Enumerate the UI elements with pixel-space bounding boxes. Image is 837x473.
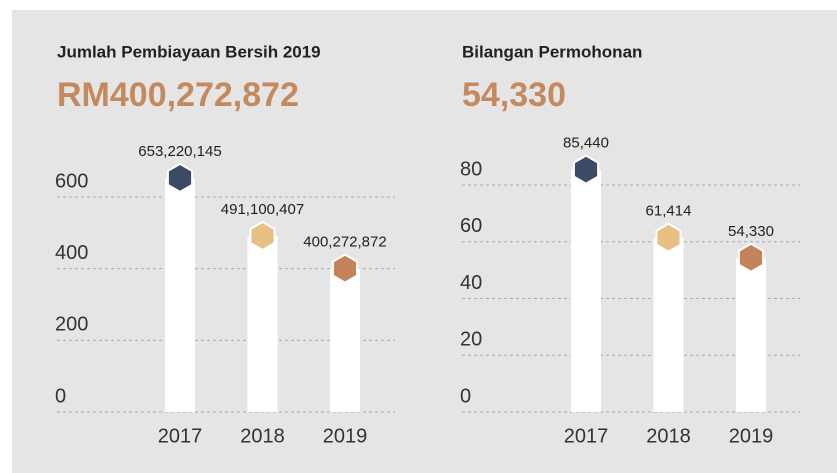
- y-tick-label: 80: [460, 158, 482, 180]
- value-label: 491,100,407: [221, 201, 304, 218]
- bar-cap: [166, 162, 194, 194]
- x-tick-label: 2017: [158, 425, 203, 447]
- x-tick-label: 2019: [323, 425, 368, 447]
- y-tick-label: 40: [460, 272, 482, 294]
- bar: [571, 169, 601, 412]
- bar-cap: [655, 222, 682, 253]
- bar-cap: [572, 154, 600, 185]
- y-tick-label: 0: [460, 385, 471, 407]
- panel: [12, 10, 837, 473]
- bar: [165, 177, 195, 412]
- chart-title: Bilangan Permohonan: [462, 42, 642, 61]
- chart-title: Jumlah Pembiayaan Bersih 2019: [57, 42, 321, 61]
- x-tick-label: 2019: [729, 425, 774, 447]
- bar-cap: [737, 242, 765, 273]
- bar-cap: [249, 220, 276, 252]
- y-tick-label: 60: [460, 215, 482, 237]
- value-label: 653,220,145: [138, 143, 221, 160]
- bar: [247, 236, 278, 412]
- x-tick-label: 2017: [564, 425, 609, 447]
- x-tick-label: 2018: [240, 425, 285, 447]
- x-tick-label: 2018: [646, 425, 691, 447]
- y-tick-label: 600: [55, 170, 88, 192]
- bar: [330, 268, 360, 412]
- y-tick-label: 0: [55, 385, 66, 407]
- value-label: 61,414: [646, 203, 692, 220]
- y-tick-label: 20: [460, 329, 482, 351]
- bar: [653, 237, 684, 412]
- value-label: 54,330: [728, 223, 774, 240]
- value-label: 85,440: [563, 135, 609, 152]
- headline-value: RM400,272,872: [57, 76, 299, 114]
- value-label: 400,272,872: [303, 234, 386, 251]
- bar-cap: [331, 253, 359, 284]
- headline-value: 54,330: [462, 76, 566, 114]
- bar: [736, 257, 766, 412]
- y-tick-label: 200: [55, 314, 88, 336]
- y-tick-label: 400: [55, 242, 88, 264]
